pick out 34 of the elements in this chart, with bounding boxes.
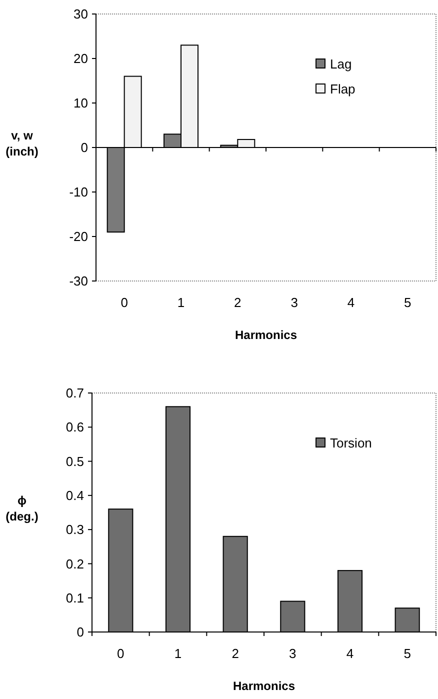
y-tick-label: 10 [74, 96, 88, 111]
x-tick-label: 4 [347, 295, 355, 310]
y-tick-label: 0.7 [66, 386, 84, 401]
y-tick-label: 0.3 [66, 522, 84, 538]
y-tick-label: 0 [76, 624, 84, 640]
x-tick-label: 3 [289, 646, 296, 661]
legend-label: Torsion [330, 436, 372, 451]
y-tick-label: 0.4 [66, 488, 84, 503]
x-tick-label: 2 [234, 295, 242, 310]
legend-label: Lag [330, 56, 352, 72]
y-tick-label: -30 [69, 274, 88, 289]
y-axis-title: ϕ (deg.) [6, 494, 38, 524]
x-tick-label: 1 [177, 295, 185, 310]
x-tick-label: 0 [117, 646, 124, 661]
y-tick-label: 20 [74, 51, 88, 66]
x-tick-label: 5 [404, 295, 412, 310]
x-axis-title: Harmonics [232, 679, 296, 693]
x-tick-label: 5 [404, 646, 411, 661]
y-tick-label: 0.6 [66, 420, 84, 435]
y-tick-label: 0.2 [66, 556, 84, 572]
x-tick-label: 2 [232, 646, 239, 661]
x-tick-label: 3 [290, 295, 298, 310]
x-axis-title: Harmonics [234, 328, 298, 342]
y-tick-label: 0.5 [66, 454, 84, 469]
y-tick-label: 30 [74, 6, 88, 22]
y-tick-label: -20 [69, 229, 88, 244]
x-tick-label: 1 [174, 646, 182, 661]
x-tick-label: 4 [346, 646, 354, 661]
y-tick-label: -10 [69, 184, 88, 200]
x-tick-label: 0 [120, 295, 128, 310]
y-tick-label: 0.1 [66, 590, 84, 606]
y-tick-label: 0 [80, 140, 88, 156]
y-axis-title: v, w (inch) [6, 128, 38, 158]
legend-label: Flap [330, 82, 356, 97]
